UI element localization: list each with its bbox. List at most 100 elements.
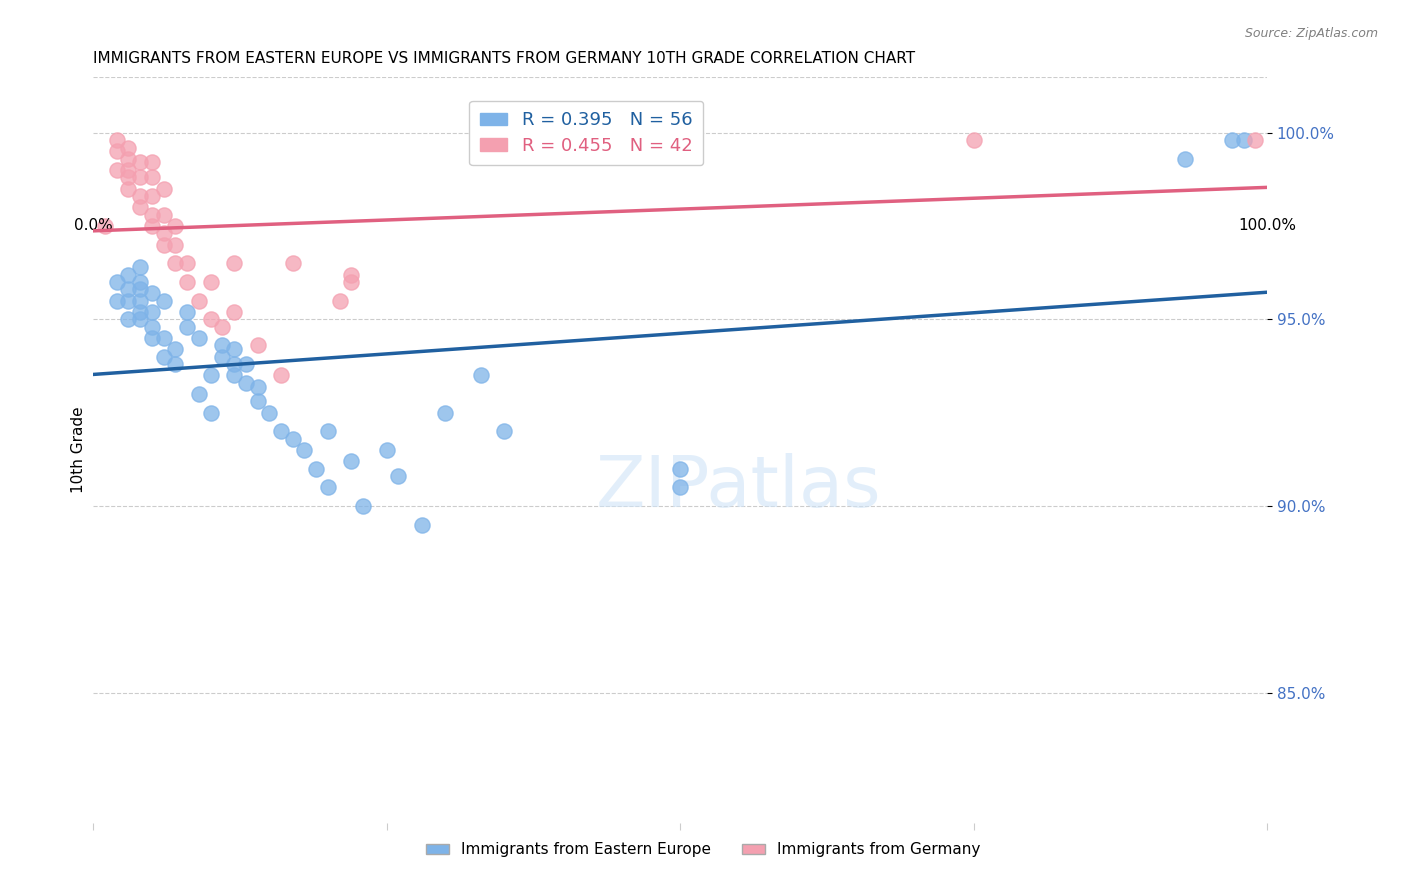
- Point: [105, 163, 128, 178]
- Point: [105, 275, 128, 289]
- Point: [340, 268, 363, 282]
- Point: [281, 256, 304, 270]
- Point: [316, 480, 339, 494]
- Point: [270, 425, 292, 439]
- Point: [152, 237, 174, 252]
- Point: [387, 469, 409, 483]
- Point: [105, 133, 128, 147]
- Point: [481, 133, 503, 147]
- Point: [222, 256, 245, 270]
- Point: [152, 227, 174, 241]
- Point: [200, 406, 222, 420]
- Point: [165, 237, 187, 252]
- Point: [152, 208, 174, 222]
- Point: [152, 350, 174, 364]
- Point: [117, 293, 139, 308]
- Point: [316, 425, 339, 439]
- Point: [492, 425, 515, 439]
- Point: [187, 293, 209, 308]
- Point: [187, 387, 209, 401]
- Point: [246, 379, 269, 393]
- Legend: Immigrants from Eastern Europe, Immigrants from Germany: Immigrants from Eastern Europe, Immigran…: [416, 833, 990, 866]
- Point: [129, 200, 152, 214]
- Point: [117, 268, 139, 282]
- Point: [129, 260, 152, 274]
- Point: [165, 357, 187, 371]
- Point: [141, 189, 163, 203]
- Point: [141, 155, 163, 169]
- Point: [1244, 133, 1267, 147]
- Point: [352, 499, 374, 513]
- Point: [669, 480, 692, 494]
- Point: [187, 331, 209, 345]
- Point: [235, 376, 257, 390]
- Point: [141, 319, 163, 334]
- Point: [340, 454, 363, 468]
- Point: [129, 189, 152, 203]
- Point: [669, 461, 692, 475]
- Point: [270, 368, 292, 383]
- Point: [165, 256, 187, 270]
- Point: [117, 312, 139, 326]
- Point: [200, 312, 222, 326]
- Point: [1232, 133, 1254, 147]
- Point: [176, 256, 198, 270]
- Point: [235, 357, 257, 371]
- Point: [176, 319, 198, 334]
- Point: [129, 170, 152, 185]
- Point: [470, 368, 492, 383]
- Point: [141, 170, 163, 185]
- Point: [117, 282, 139, 296]
- Text: ZIPatlas: ZIPatlas: [596, 453, 882, 522]
- Point: [434, 406, 457, 420]
- Text: Source: ZipAtlas.com: Source: ZipAtlas.com: [1244, 27, 1378, 40]
- Point: [246, 338, 269, 352]
- Point: [222, 357, 245, 371]
- Point: [211, 350, 233, 364]
- Point: [222, 305, 245, 319]
- Point: [340, 275, 363, 289]
- Point: [94, 219, 117, 233]
- Point: [117, 170, 139, 185]
- Point: [129, 293, 152, 308]
- Point: [141, 286, 163, 301]
- Point: [129, 282, 152, 296]
- Point: [129, 155, 152, 169]
- Point: [152, 331, 174, 345]
- Point: [105, 145, 128, 159]
- Legend: R = 0.395   N = 56, R = 0.455   N = 42: R = 0.395 N = 56, R = 0.455 N = 42: [470, 101, 703, 165]
- Point: [246, 394, 269, 409]
- Point: [117, 181, 139, 195]
- Point: [152, 181, 174, 195]
- Point: [129, 275, 152, 289]
- Point: [141, 305, 163, 319]
- Point: [117, 152, 139, 166]
- Point: [1174, 152, 1197, 166]
- Point: [222, 368, 245, 383]
- Point: [1220, 133, 1243, 147]
- Point: [165, 342, 187, 356]
- Point: [281, 432, 304, 446]
- Point: [259, 406, 281, 420]
- Point: [200, 275, 222, 289]
- Point: [962, 133, 984, 147]
- Text: 100.0%: 100.0%: [1239, 219, 1296, 234]
- Point: [305, 461, 328, 475]
- Point: [141, 219, 163, 233]
- Point: [129, 312, 152, 326]
- Point: [141, 331, 163, 345]
- Point: [411, 517, 433, 532]
- Point: [200, 368, 222, 383]
- Point: [222, 342, 245, 356]
- Point: [165, 219, 187, 233]
- Point: [176, 305, 198, 319]
- Point: [129, 305, 152, 319]
- Point: [176, 275, 198, 289]
- Text: IMMIGRANTS FROM EASTERN EUROPE VS IMMIGRANTS FROM GERMANY 10TH GRADE CORRELATION: IMMIGRANTS FROM EASTERN EUROPE VS IMMIGR…: [93, 51, 915, 66]
- Point: [211, 319, 233, 334]
- Y-axis label: 10th Grade: 10th Grade: [72, 407, 86, 493]
- Point: [105, 293, 128, 308]
- Point: [152, 293, 174, 308]
- Point: [211, 338, 233, 352]
- Point: [117, 163, 139, 178]
